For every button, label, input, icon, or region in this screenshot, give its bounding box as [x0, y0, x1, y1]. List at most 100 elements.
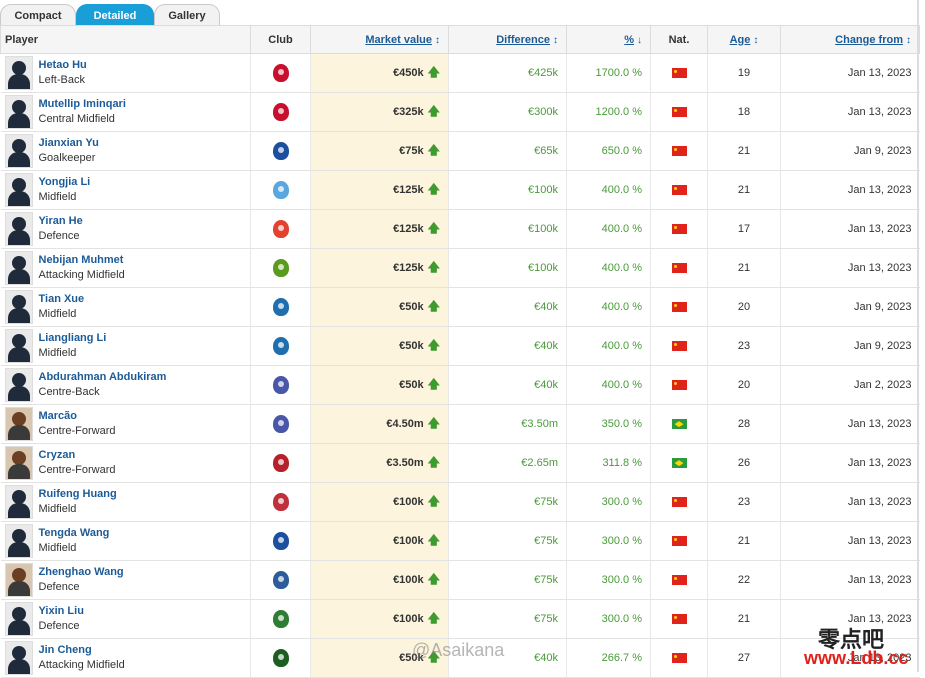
difference-cell: €75k	[448, 599, 567, 639]
player-photo[interactable]	[4, 95, 33, 129]
player-photo[interactable]	[4, 173, 33, 207]
tab-detailed[interactable]: Detailed	[76, 4, 154, 26]
sort-age-link[interactable]: Age	[729, 33, 751, 46]
nationality-cell	[650, 482, 708, 522]
china-flag-icon[interactable]	[671, 302, 687, 313]
club-crest-icon[interactable]	[272, 493, 289, 511]
header-club: Club	[250, 25, 311, 54]
header-market-value[interactable]: Market value ↕	[310, 25, 449, 54]
club-crest-icon[interactable]	[272, 610, 289, 628]
sort-market-value-link[interactable]: Market value	[365, 33, 432, 46]
player-cell: Hetao Hu Left-Back	[0, 53, 251, 93]
club-crest-icon[interactable]	[272, 259, 289, 277]
china-flag-icon[interactable]	[671, 497, 687, 508]
sort-change-from-link[interactable]: Change from	[835, 33, 903, 46]
club-crest-icon[interactable]	[272, 415, 289, 433]
player-name-link[interactable]: Cryzan	[38, 449, 76, 461]
club-crest-icon[interactable]	[272, 649, 289, 667]
player-name-link[interactable]: Tian Xue	[38, 293, 85, 305]
china-flag-icon[interactable]	[671, 185, 687, 196]
market-value: €75k	[399, 144, 424, 157]
tab-compact[interactable]: Compact	[0, 4, 76, 26]
club-crest-icon[interactable]	[272, 64, 289, 82]
player-photo[interactable]	[4, 212, 33, 246]
club-crest-icon[interactable]	[272, 103, 289, 121]
nationality-cell	[650, 560, 708, 600]
player-name-link[interactable]: Hetao Hu	[38, 59, 87, 71]
change-from-cell: Jan 13, 2023	[780, 599, 920, 639]
player-name-link[interactable]: Ruifeng Huang	[38, 488, 117, 500]
percent-cell: 400.0 %	[566, 287, 651, 327]
club-crest-icon[interactable]	[272, 220, 289, 238]
player-position: Central Midfield	[38, 113, 115, 125]
player-name-link[interactable]: Yixin Liu	[38, 605, 84, 617]
china-flag-icon[interactable]	[671, 341, 687, 352]
club-crest-icon[interactable]	[272, 571, 289, 589]
header-change-from[interactable]: Change from ↕	[780, 25, 920, 54]
player-name-link[interactable]: Abdurahman Abdukiram	[38, 371, 167, 383]
player-name-link[interactable]: Zhenghao Wang	[38, 566, 124, 578]
player-photo[interactable]	[4, 563, 33, 597]
player-name-link[interactable]: Jin Cheng	[38, 644, 92, 656]
player-photo[interactable]	[4, 290, 33, 324]
header-difference[interactable]: Difference ↕	[448, 25, 567, 54]
market-value: €50k	[399, 300, 424, 313]
player-photo[interactable]	[4, 134, 33, 168]
market-value: €450k	[393, 66, 424, 79]
club-crest-icon[interactable]	[272, 532, 289, 550]
player-name-link[interactable]: Mutellip Iminqari	[38, 98, 126, 110]
market-value: €50k	[399, 339, 424, 352]
club-crest-icon[interactable]	[272, 298, 289, 316]
player-photo[interactable]	[4, 524, 33, 558]
tab-gallery[interactable]: Gallery	[154, 4, 220, 26]
player-name-link[interactable]: Jianxian Yu	[38, 137, 99, 149]
china-flag-icon[interactable]	[671, 224, 687, 235]
china-flag-icon[interactable]	[671, 146, 687, 157]
china-flag-icon[interactable]	[671, 653, 687, 664]
percent-cell: 300.0 %	[566, 521, 651, 561]
player-name-link[interactable]: Yiran He	[38, 215, 83, 227]
player-photo[interactable]	[4, 329, 33, 363]
header-percent[interactable]: % ↓	[566, 25, 651, 54]
club-crest-icon[interactable]	[272, 142, 289, 160]
percent-cell: 650.0 %	[566, 131, 651, 171]
club-crest-icon[interactable]	[272, 181, 289, 199]
player-name-link[interactable]: Marcão	[38, 410, 78, 422]
china-flag-icon[interactable]	[671, 536, 687, 547]
player-photo[interactable]	[4, 485, 33, 519]
table-row: Marcão Centre-Forward €4.50m 🡅 €3.50m 350.0 %…	[0, 404, 920, 444]
sort-percent-link[interactable]: %	[624, 33, 634, 46]
arrow-up-icon: 🡅	[427, 493, 440, 508]
club-crest-icon[interactable]	[272, 376, 289, 394]
player-name-link[interactable]: Liangliang Li	[38, 332, 107, 344]
china-flag-icon[interactable]	[671, 380, 687, 391]
player-photo[interactable]	[4, 56, 33, 90]
china-flag-icon[interactable]	[671, 575, 687, 586]
club-crest-icon[interactable]	[272, 454, 289, 472]
sort-difference-link[interactable]: Difference	[496, 33, 550, 46]
player-photo[interactable]	[4, 251, 33, 285]
age-cell: 23	[707, 482, 781, 522]
difference-cell: €100k	[448, 209, 567, 249]
club-cell	[250, 209, 311, 249]
player-photo[interactable]	[4, 407, 33, 441]
arrow-up-icon: 🡅	[427, 376, 440, 391]
player-photo[interactable]	[4, 446, 33, 480]
player-name-link[interactable]: Yongjia Li	[38, 176, 91, 188]
china-flag-icon[interactable]	[671, 614, 687, 625]
player-name-link[interactable]: Nebijan Muhmet	[38, 254, 124, 266]
brazil-flag-icon[interactable]	[671, 458, 687, 469]
sort-icon: ↕	[435, 34, 440, 46]
china-flag-icon[interactable]	[671, 68, 687, 79]
player-name-link[interactable]: Tengda Wang	[38, 527, 110, 539]
player-photo[interactable]	[4, 368, 33, 402]
brazil-flag-icon[interactable]	[671, 419, 687, 430]
china-flag-icon[interactable]	[671, 263, 687, 274]
player-photo[interactable]	[4, 602, 33, 636]
player-photo[interactable]	[4, 641, 33, 675]
club-crest-icon[interactable]	[272, 337, 289, 355]
table-row: Abdurahman Abdukiram Centre-Back €50k 🡅 €40k…	[0, 365, 920, 405]
difference-cell: €100k	[448, 248, 567, 288]
header-age[interactable]: Age ↕	[707, 25, 781, 54]
china-flag-icon[interactable]	[671, 107, 687, 118]
